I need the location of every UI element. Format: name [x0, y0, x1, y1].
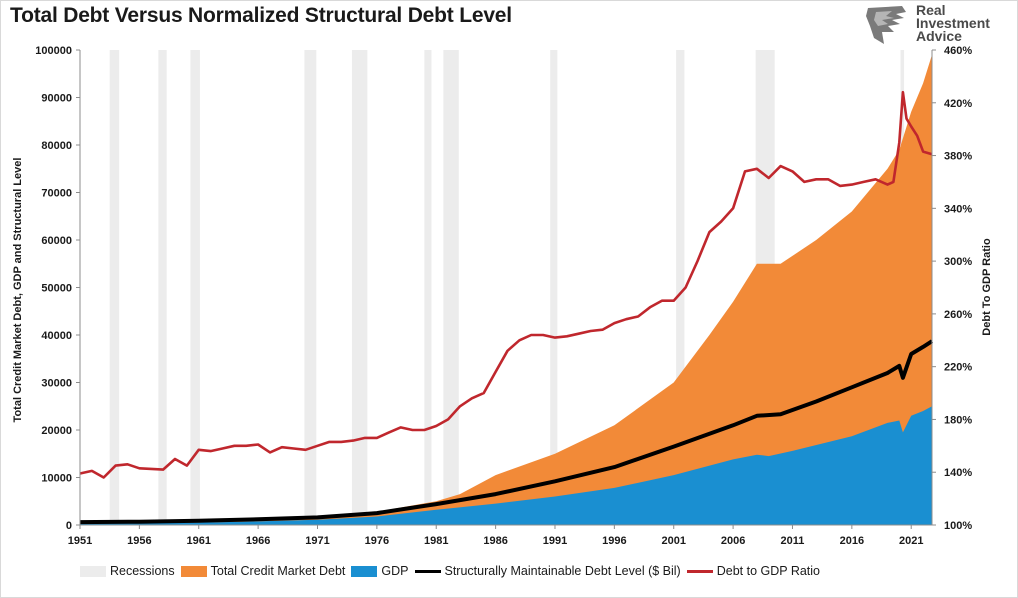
recession-band-3: [304, 50, 317, 525]
logo-text: Real Investment Advice: [916, 2, 990, 44]
x-tick-label: 1991: [543, 535, 567, 547]
x-tick-label: 2006: [721, 535, 745, 547]
y-tick-label: 100000: [35, 45, 72, 57]
legend-swatch-debt-ratio: [686, 569, 713, 573]
x-tick-label: 2021: [899, 535, 923, 547]
y2-tick-label: 380%: [944, 151, 972, 163]
legend-label-debt-ratio: Debt to GDP Ratio: [716, 564, 821, 578]
x-tick-label: 1961: [187, 535, 211, 547]
recession-band-1: [158, 50, 167, 525]
recession-band-6: [443, 50, 459, 525]
legend-item-total-debt: Total Credit Market Debt: [180, 564, 346, 578]
y-tick-label: 40000: [41, 330, 72, 342]
y-tick-label: 50000: [41, 283, 72, 295]
recession-band-7: [550, 50, 558, 525]
y-tick-label: 70000: [41, 188, 72, 200]
eagle-logo-icon: [866, 6, 906, 44]
x-tick-label: 1986: [483, 535, 507, 547]
x-tick-label: 1976: [365, 535, 389, 547]
legend-item-gdp: GDP: [351, 564, 409, 578]
chart-legend: Recessions Total Credit Market Debt GDP …: [80, 562, 826, 580]
y2-tick-label: 300%: [944, 256, 972, 268]
y2-tick-label: 140%: [944, 467, 972, 479]
legend-swatch-total-debt: [180, 565, 207, 577]
logo-line-2: Investment: [916, 15, 990, 31]
series-area-total-credit-market-debt: [80, 54, 932, 526]
y2-tick-label: 340%: [944, 203, 972, 215]
y-tick-label: 0: [66, 520, 72, 532]
series-area-gdp: [80, 406, 932, 525]
x-tick-label: 2001: [661, 535, 685, 547]
recession-band-5: [424, 50, 432, 525]
x-tick-label: 1951: [68, 535, 92, 547]
x-tick-label: 1956: [127, 535, 151, 547]
recession-band-8: [676, 50, 685, 525]
y2-tick-label: 420%: [944, 98, 972, 110]
y2-tick-label: 180%: [944, 414, 972, 426]
recession-band-0: [109, 50, 120, 525]
recession-band-2: [190, 50, 200, 525]
legend-item-debt-ratio: Debt to GDP Ratio: [686, 564, 821, 578]
y2-tick-label: 220%: [944, 362, 972, 374]
chart-plot: 0 10000 20000 30000 40000 50000 60000 70000 8000…: [35, 45, 972, 547]
x-tick-label: 1971: [305, 535, 329, 547]
legend-swatch-gdp: [351, 565, 378, 577]
x-tick-label: 2011: [781, 535, 805, 547]
logo-line-1: Real: [916, 2, 946, 18]
legend-swatch-recessions: [80, 565, 106, 577]
logo-line-3: Advice: [916, 28, 962, 44]
logo: Real Investment Advice: [862, 2, 1012, 46]
chart-title: Total Debt Versus Normalized Structural …: [10, 4, 512, 27]
x-tick-label: 1981: [424, 535, 448, 547]
y2-tick-label: 100%: [944, 520, 972, 532]
y-tick-label: 20000: [41, 425, 72, 437]
legend-swatch-structural: [414, 569, 441, 573]
y-tick-label: 60000: [41, 235, 72, 247]
y-tick-label: 90000: [41, 93, 72, 105]
legend-label-total-debt: Total Credit Market Debt: [210, 564, 346, 578]
legend-label-recessions: Recessions: [110, 564, 175, 578]
x-tick-label: 2016: [840, 535, 864, 547]
y-tick-label: 80000: [41, 140, 72, 152]
legend-item-recessions: Recessions: [80, 564, 175, 578]
y2-tick-label: 260%: [944, 309, 972, 321]
y-tick-label: 10000: [41, 473, 72, 485]
legend-label-structural: Structurally Maintainable Debt Level ($ …: [444, 564, 681, 578]
x-tick-label: 1966: [246, 535, 270, 547]
x-tick-label: 1996: [602, 535, 626, 547]
series-line-structural-debt: [79, 339, 934, 525]
series-line-debt-to-gdp-ratio: [79, 90, 933, 479]
recession-band-4: [351, 50, 368, 525]
legend-label-gdp: GDP: [381, 564, 409, 578]
y2-tick-label: 460%: [944, 45, 972, 57]
y-tick-label: 30000: [41, 378, 72, 390]
legend-item-structural: Structurally Maintainable Debt Level ($ …: [414, 564, 681, 578]
